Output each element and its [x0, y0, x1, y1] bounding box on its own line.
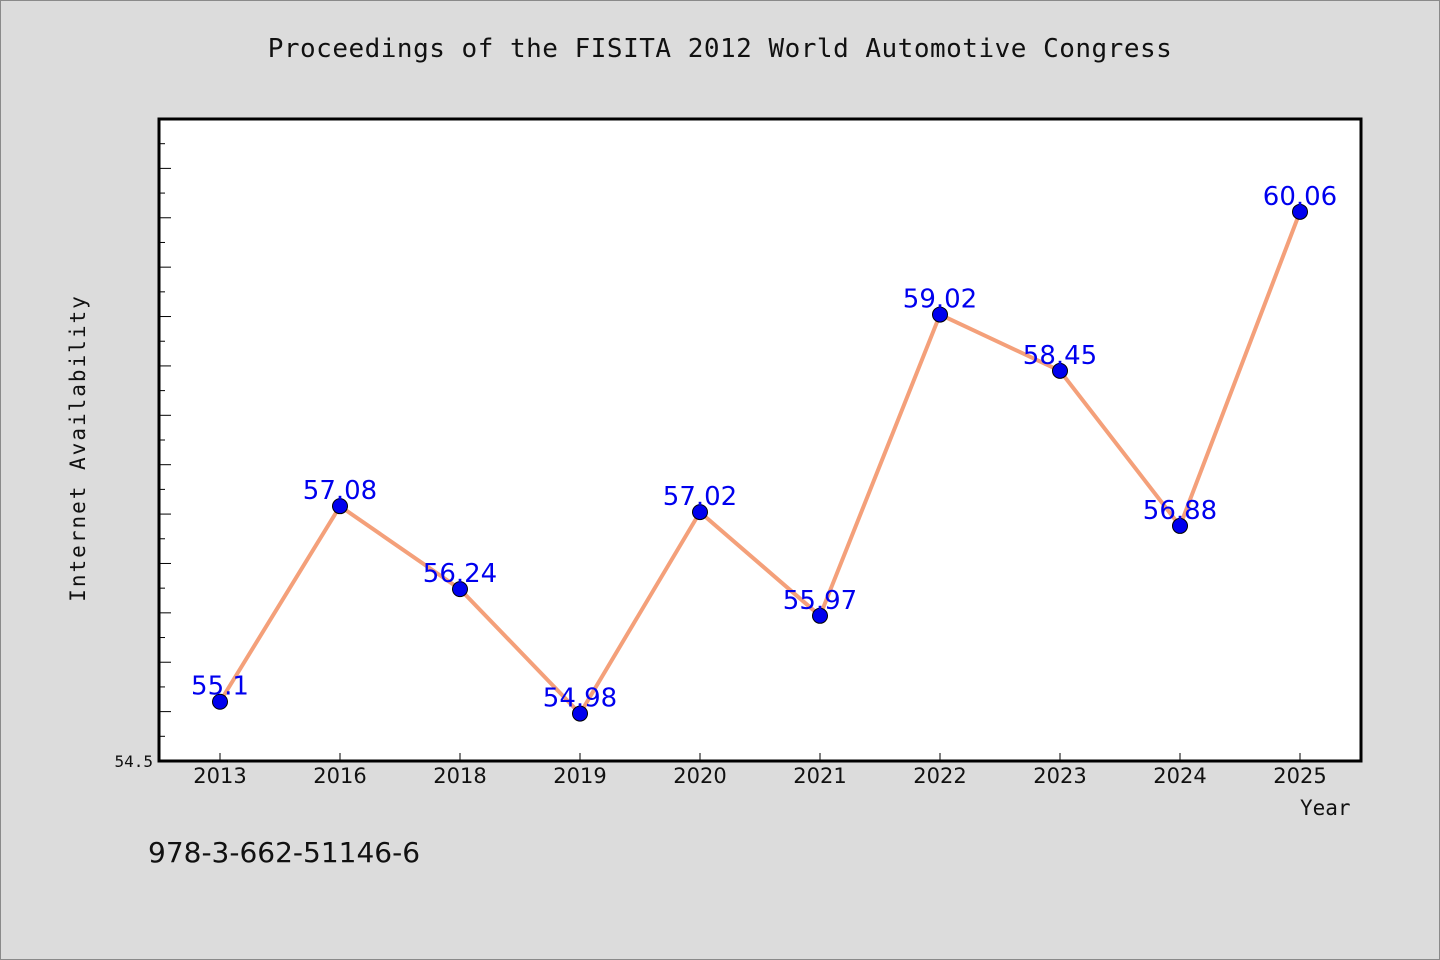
data-label: 59.02: [903, 285, 977, 315]
data-point: [332, 498, 348, 515]
data-label: 56.88: [1143, 496, 1217, 526]
x-tick-label: 2021: [793, 764, 846, 788]
x-tick-label: 2016: [313, 764, 366, 788]
data-label: 60.06: [1263, 182, 1337, 212]
data-label: 56.24: [423, 559, 497, 589]
chart-title: Proceedings of the FISITA 2012 World Aut…: [267, 34, 1173, 64]
data-point: [1292, 203, 1308, 220]
data-label: 54.98: [543, 684, 617, 714]
data-label: 55.97: [783, 586, 857, 616]
data-point: [1052, 362, 1068, 379]
data-label: 58.45: [1023, 341, 1097, 371]
data-point: [932, 306, 948, 323]
x-tick-label: 2025: [1273, 764, 1326, 788]
data-point: [572, 705, 588, 722]
series-line: [218, 209, 1302, 716]
x-tick-label: 2022: [913, 764, 966, 788]
x-tick-label: 2019: [553, 764, 606, 788]
isbn-text: 978-3-662-51146-6: [148, 836, 421, 869]
plot-border: [157, 117, 1363, 763]
x-tick-label: 2023: [1033, 764, 1086, 788]
y-tick-label: 54.5: [114, 752, 153, 771]
data-label: 57.08: [303, 476, 377, 506]
x-tick-label: 2018: [433, 764, 486, 788]
x-tick-label: 2024: [1153, 764, 1206, 788]
x-axis-label: Year: [1300, 796, 1351, 820]
data-point: [1172, 517, 1188, 534]
data-point: [212, 693, 228, 710]
x-tick-label: 2020: [673, 764, 726, 788]
data-label: 55.1: [191, 672, 249, 702]
data-label: 57.02: [663, 482, 737, 512]
x-tick-label: 2013: [193, 764, 246, 788]
data-point: [692, 504, 708, 521]
plot-area: [159, 119, 1361, 761]
data-point: [452, 581, 468, 598]
data-point: [812, 607, 828, 624]
